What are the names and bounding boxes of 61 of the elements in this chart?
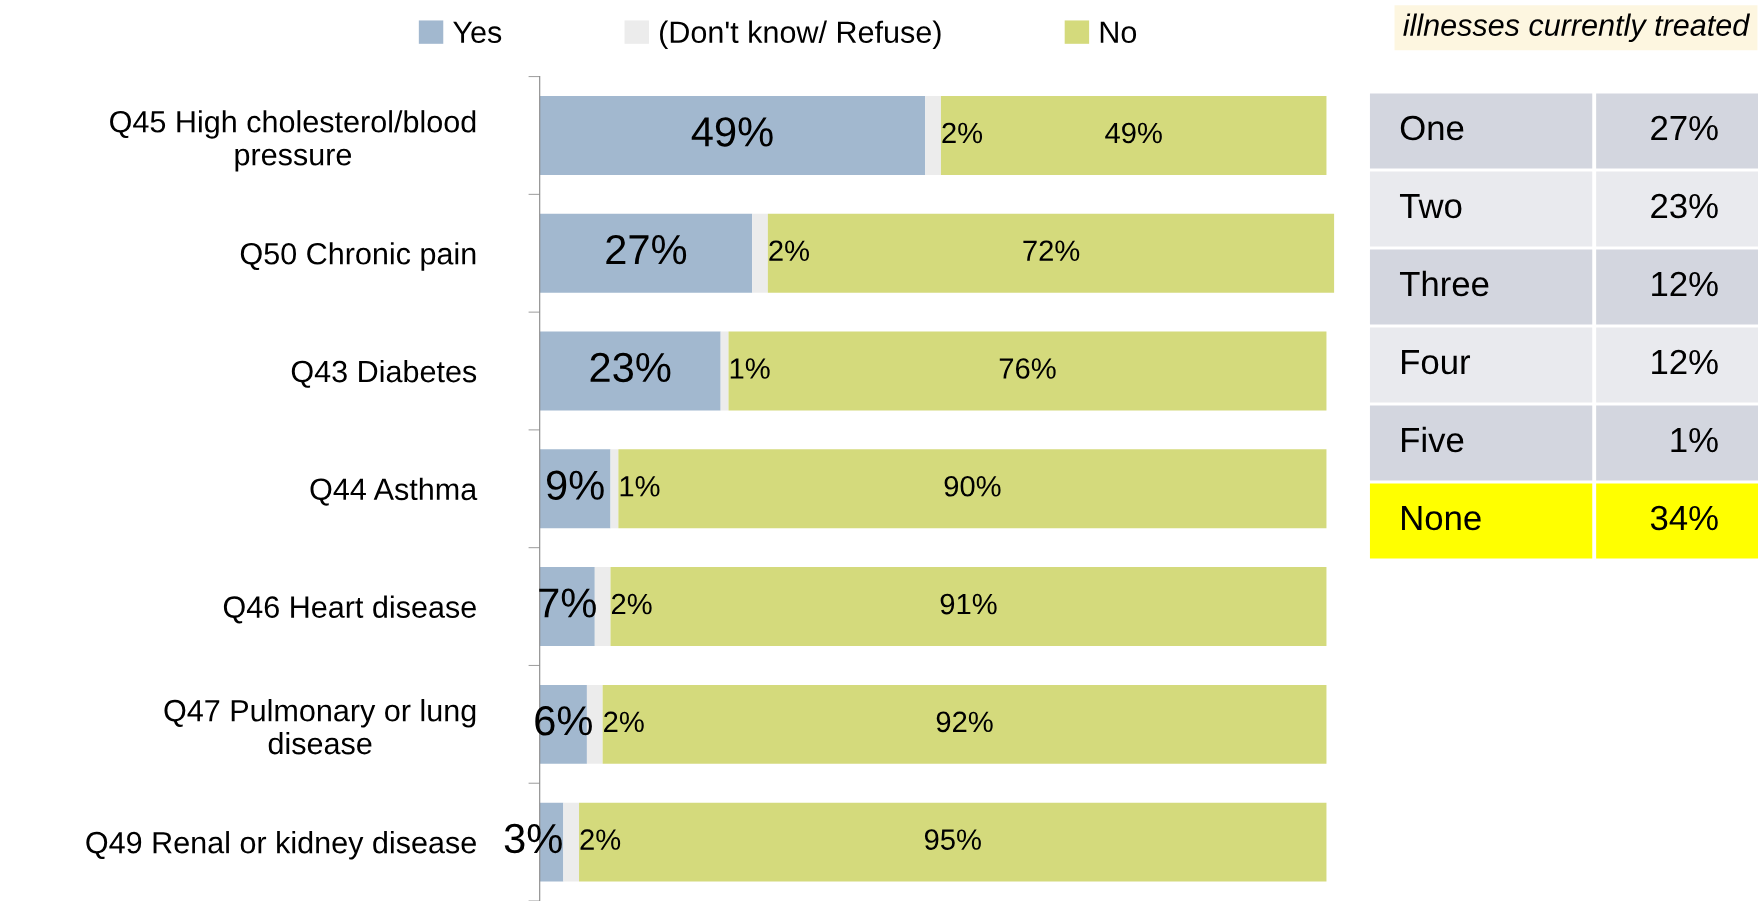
bar — [539, 96, 926, 175]
data-label: 2% — [604, 711, 644, 733]
bar — [940, 96, 1327, 175]
data-label: 7% — [539, 588, 596, 618]
bar — [602, 684, 1327, 764]
bar — [720, 331, 729, 411]
data-label: 27% — [606, 234, 687, 265]
y-tick-label: Q44 Asthma — [310, 477, 478, 506]
category-label: Five — [1402, 426, 1464, 453]
text: 27% — [1651, 115, 1718, 141]
data-label: 49% — [691, 117, 773, 147]
data-label: 2% — [580, 829, 621, 850]
bar — [539, 331, 721, 411]
bar — [539, 449, 611, 529]
category-label: Two — [1399, 194, 1462, 219]
data-label: 72% — [1023, 240, 1080, 261]
bar — [925, 96, 941, 175]
y-tick-label: Q47 Pulmonary or lung disease — [164, 699, 476, 755]
data-label: 23% — [590, 352, 671, 383]
bar — [539, 213, 753, 293]
text: 12% — [1652, 271, 1718, 297]
data-label: 2% — [769, 240, 809, 261]
legend-label: (Don't know/ Refuse) — [660, 20, 941, 50]
bar — [563, 802, 580, 882]
category-label: Three — [1399, 270, 1489, 297]
text: 12% — [1652, 349, 1718, 375]
data-label: 90% — [944, 475, 1001, 497]
bar — [594, 567, 611, 647]
legend-label: No — [1100, 21, 1137, 44]
data-label: 49% — [1105, 122, 1162, 144]
data-label: 9% — [546, 470, 604, 500]
data-label: 91% — [940, 593, 997, 615]
y-tick-label: Q50 Chronic pain — [240, 242, 476, 271]
category-label: None — [1402, 506, 1481, 531]
y-tick-label: Q49 Renal or kidney disease — [86, 831, 476, 860]
data-label: 2% — [611, 593, 652, 615]
data-label: 1% — [620, 476, 660, 497]
bar — [618, 449, 1327, 529]
data-label: 1% — [730, 358, 770, 379]
text: 23% — [1651, 193, 1718, 219]
bar — [728, 331, 1327, 411]
text: 34% — [1650, 505, 1718, 531]
bar — [752, 213, 768, 293]
data-label: 92% — [936, 711, 993, 733]
category-label: Four — [1402, 350, 1471, 375]
data-label: 3% — [504, 823, 562, 854]
bar — [610, 567, 1327, 647]
text: illnesses currently treated — [1403, 13, 1751, 42]
bar — [539, 567, 595, 647]
data-label: 2% — [942, 122, 983, 144]
y-tick-label: Q46 Heart disease — [223, 595, 476, 624]
data-label: 6% — [535, 706, 592, 736]
category-label: One — [1400, 115, 1464, 141]
text: 1% — [1671, 427, 1718, 453]
legend-label: Yes — [453, 21, 502, 44]
y-tick-label: Q43 Diabetes — [291, 359, 477, 388]
data-label: 95% — [924, 829, 981, 850]
y-tick-label: Q45 High cholesterol/blood pressure — [110, 110, 476, 172]
bar — [767, 213, 1335, 293]
bar — [579, 802, 1327, 882]
data-label: 76% — [999, 358, 1056, 379]
